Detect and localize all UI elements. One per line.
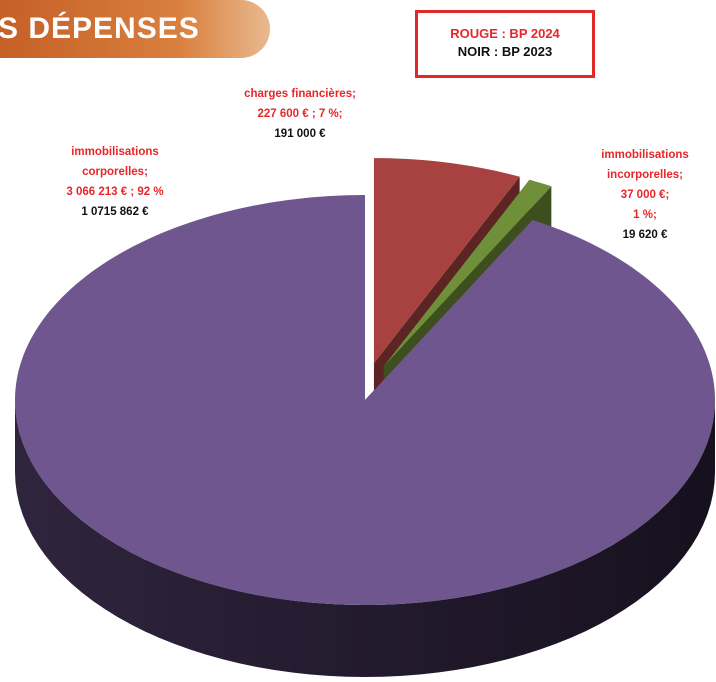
percent-line: 1 %; <box>585 205 705 225</box>
legend-entry: NOIR : BP 2023 <box>457 44 553 59</box>
value-label: 227 600 € <box>257 108 309 120</box>
category-label: immobilisations corporelles; <box>71 146 159 178</box>
category-label: immobilisations incorporelles; <box>601 149 689 181</box>
value-label-2023: 1 0715 862 € <box>81 206 149 218</box>
slice <box>373 158 520 364</box>
pie-tops <box>15 158 716 605</box>
slice <box>383 179 552 367</box>
slice-label: immobilisations corporelles; 3 066 213 € … <box>55 142 175 222</box>
percent-label: ; 92 % <box>130 186 164 198</box>
legend: ROUGE : BP 2024 NOIR : BP 2023 <box>415 10 595 78</box>
value-label: 37 000 €; <box>620 189 670 201</box>
slice-label: charges financières; 227 600 € ; 7 %; 191 … <box>225 84 375 144</box>
value-label-2023: 19 620 € <box>622 229 668 241</box>
slice <box>15 195 716 605</box>
value-line: 37 000 €; <box>585 185 705 205</box>
category-label: charges financières; <box>244 88 356 100</box>
percent-label: 1 %; <box>633 209 657 221</box>
value-label: 3 066 213 € <box>66 186 128 198</box>
legend-entry: ROUGE : BP 2024 <box>450 26 560 41</box>
value-line: 227 600 € ; 7 %; <box>225 104 375 124</box>
slice-side <box>15 400 715 677</box>
title-banner: S DÉPENSES <box>0 0 270 58</box>
slice-label: immobilisations incorporelles; 37 000 €; 1… <box>585 145 705 245</box>
value-label-2023: 191 000 € <box>274 128 326 140</box>
value-line: 3 066 213 € ; 92 % <box>55 182 175 202</box>
percent-label: ; 7 %; <box>311 108 343 120</box>
